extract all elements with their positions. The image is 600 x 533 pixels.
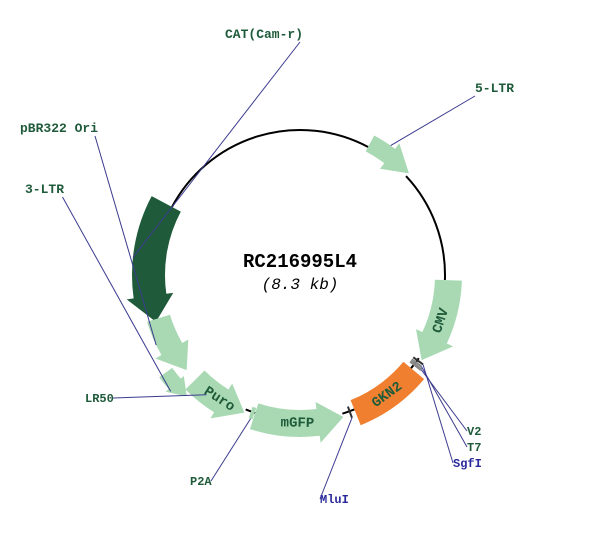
leader-ltr5 bbox=[391, 96, 475, 146]
tick-label-t7: T7 bbox=[467, 441, 481, 455]
segment-pbr322 bbox=[147, 315, 188, 370]
tick-label-sgfi: SgfI bbox=[453, 457, 482, 471]
plasmid-name: RC216995L4 bbox=[243, 251, 357, 273]
segment-label-pbr322: pBR322 Ori bbox=[20, 121, 98, 136]
leader-cat bbox=[133, 42, 300, 257]
segment-ltr5 bbox=[366, 135, 409, 173]
plasmid-map: CAT(Cam-r)5-LTRCMVGKN2mGFPPuropBR322 Ori… bbox=[0, 0, 600, 533]
segment-label-ltr3: 3-LTR bbox=[25, 182, 64, 197]
tick-label-p2a: P2A bbox=[190, 475, 212, 489]
tick-label-mlui: MluI bbox=[320, 493, 349, 507]
tick-label-v2: V2 bbox=[467, 425, 481, 439]
segment-cat bbox=[127, 196, 181, 322]
segment-ltr3 bbox=[159, 368, 187, 397]
tick-p2a bbox=[251, 407, 255, 418]
segment-label-ltr5: 5-LTR bbox=[475, 81, 514, 96]
segment-label-cat: CAT(Cam-r) bbox=[225, 27, 303, 42]
leader-p2a bbox=[211, 419, 251, 481]
plasmid-size: (8.3 kb) bbox=[262, 276, 339, 294]
segment-label-mgfp: mGFP bbox=[280, 415, 314, 432]
tick-label-lr50: LR50 bbox=[85, 392, 114, 406]
leader-lr50 bbox=[113, 395, 206, 398]
